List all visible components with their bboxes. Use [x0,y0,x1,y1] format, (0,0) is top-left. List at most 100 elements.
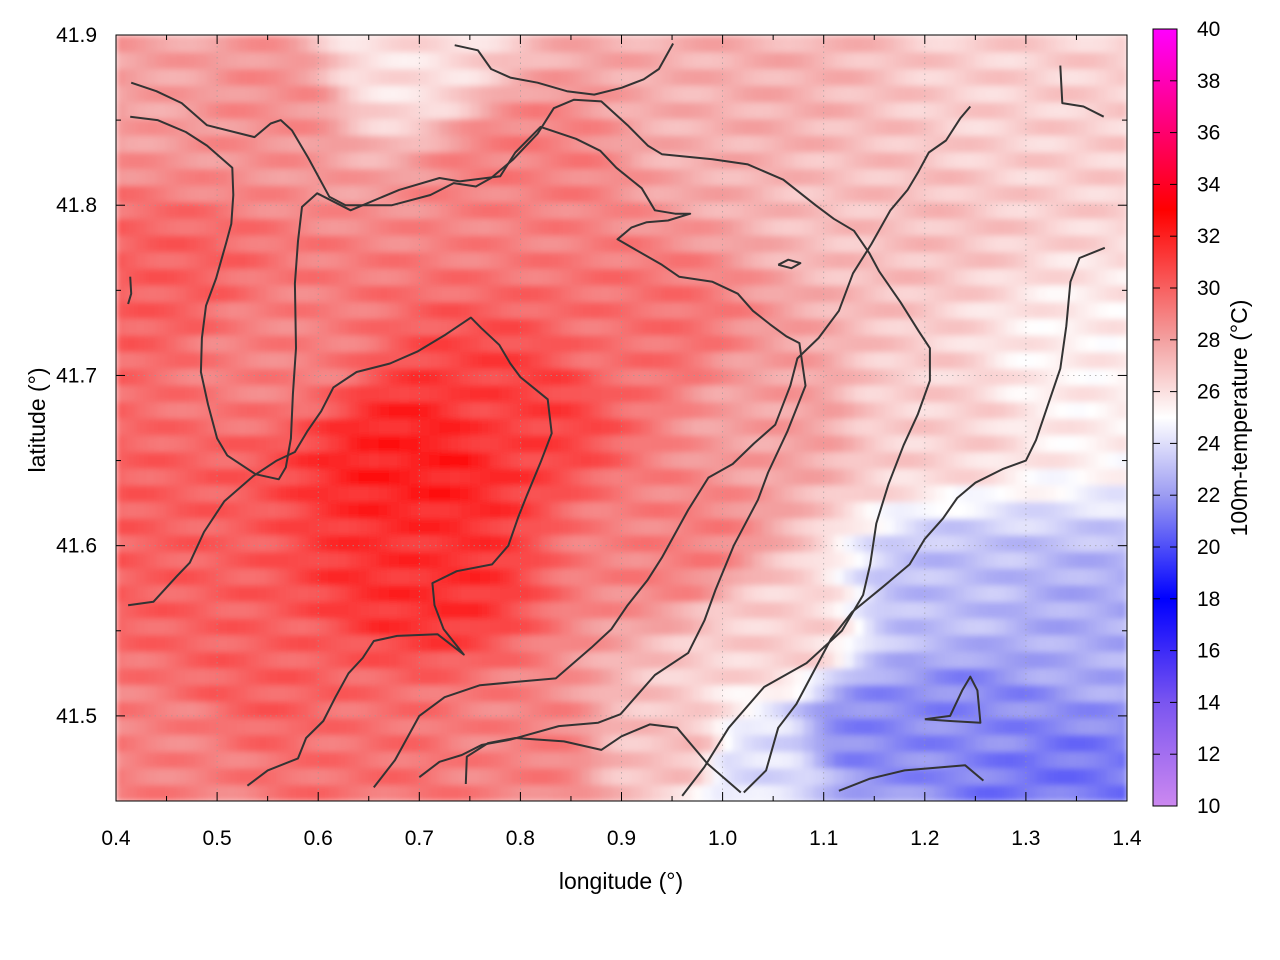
heatmap-cell [894,118,906,136]
heatmap-cell [672,184,683,203]
heatmap-cell [490,717,501,736]
heatmap-cell [419,384,431,403]
colorbar-tick-label: 26 [1197,381,1220,404]
heatmap-cell [864,201,875,219]
heatmap-cell [318,334,330,353]
heatmap-cell [196,734,208,752]
heatmap-cell [581,701,592,719]
colorbar-tick-label: 40 [1197,18,1220,41]
heatmap-cell [763,418,774,436]
heatmap-cell [661,401,673,419]
heatmap-cell [884,268,896,286]
heatmap-cell [672,251,683,269]
heatmap-cell [540,617,552,636]
heatmap-cell [560,334,572,353]
heatmap-cell [196,168,208,186]
heatmap-cell [823,301,835,319]
heatmap-cell [591,701,603,719]
heatmap-cell [985,667,997,686]
heatmap-cell [965,35,977,53]
heatmap-cell [1036,151,1047,170]
heatmap-cell [490,284,501,303]
heatmap-cell [1015,701,1027,719]
heatmap-cell [945,85,956,103]
heatmap-cell [358,251,370,269]
heatmap-cell [439,368,451,386]
heatmap-cell [126,234,137,253]
heatmap-cell [459,251,471,269]
heatmap-cell [1106,434,1118,453]
heatmap-cell [1036,384,1047,403]
heatmap-cell [217,184,228,203]
heatmap-cell [399,85,410,103]
heatmap-cell [894,717,906,736]
heatmap-cell [318,584,330,602]
heatmap-cell [813,734,825,752]
heatmap-cell [126,601,137,619]
heatmap-cell [550,384,562,403]
heatmap-cell [702,651,714,669]
heatmap-cell [1106,501,1118,519]
heatmap-cell [742,351,754,369]
heatmap-cell [328,168,340,186]
heatmap-cell [490,684,501,702]
heatmap-cell [500,301,512,319]
heatmap-cell [571,617,582,636]
heatmap-cell [409,334,421,353]
heatmap-cell [409,168,421,186]
heatmap-cell [874,168,886,186]
heatmap-cell [439,301,451,319]
heatmap-cell [732,717,744,736]
heatmap-cell [490,351,501,369]
heatmap-cell [348,368,360,386]
heatmap-cell [126,418,137,436]
heatmap-cell [884,101,896,120]
heatmap-cell [854,234,865,253]
heatmap-cell [480,484,491,503]
heatmap-cell [207,234,218,253]
heatmap-cell [530,701,542,719]
heatmap-cell [601,634,613,652]
heatmap-cell [277,734,289,752]
heatmap-cell [661,85,673,103]
heatmap-cell [146,617,158,636]
heatmap-cell [732,134,744,153]
heatmap-cell [833,551,845,569]
heatmap-cell [904,201,916,219]
heatmap-cell [843,601,855,619]
heatmap-cell [116,701,127,719]
heatmap-cell [631,334,643,353]
heatmap-cell [126,567,137,586]
heatmap-cell [287,201,299,219]
heatmap-cell [571,184,582,203]
heatmap-cell [975,717,987,736]
heatmap-cell [813,51,825,70]
heatmap-cell [955,667,966,686]
heatmap-cell [156,418,168,436]
heatmap-cell [328,517,340,536]
heatmap-cell [298,301,309,319]
heatmap-cell [550,151,562,170]
heatmap-cell [1046,551,1057,569]
heatmap-cell [884,35,896,53]
heatmap-cell [955,534,966,553]
heatmap-cell [257,784,269,801]
heatmap-cell [581,384,592,403]
heatmap-cell [389,151,400,170]
heatmap-cell [1086,268,1098,286]
heatmap-cell [752,68,764,86]
heatmap-cell [287,301,299,319]
heatmap-cell [843,684,855,702]
heatmap-cell [894,534,906,553]
heatmap-cell [571,351,582,369]
heatmap-cell [267,484,279,503]
contour-line [454,43,674,96]
heatmap-cell [1015,301,1027,319]
heatmap-cell [540,268,552,286]
heatmap-cell [308,35,319,53]
heatmap-cell [449,734,461,752]
heatmap-cell [328,284,340,303]
heatmap-cell [752,717,764,736]
heatmap-cell [965,434,977,453]
heatmap-cell [823,101,835,120]
